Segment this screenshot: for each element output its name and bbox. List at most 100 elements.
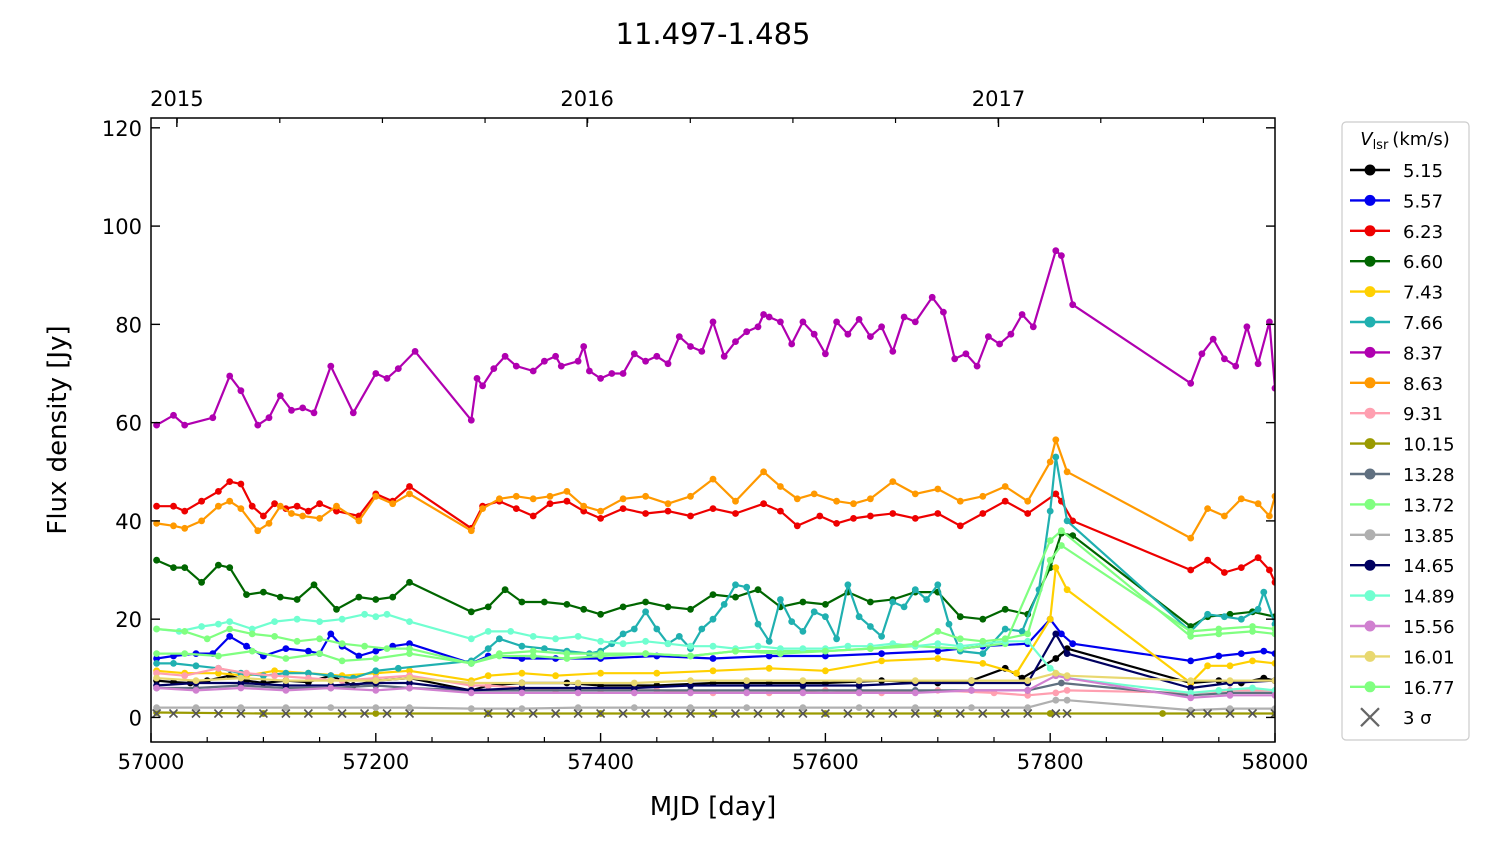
data-point bbox=[1018, 311, 1026, 318]
data-point bbox=[153, 556, 161, 564]
data-point bbox=[720, 352, 728, 360]
data-point bbox=[951, 355, 959, 363]
data-point bbox=[1063, 672, 1071, 680]
data-point bbox=[293, 615, 301, 623]
data-point bbox=[810, 330, 818, 338]
data-point bbox=[484, 603, 492, 611]
data-point bbox=[316, 635, 323, 643]
legend-swatch-marker bbox=[1364, 438, 1376, 450]
data-point bbox=[630, 350, 638, 358]
data-point bbox=[956, 635, 964, 643]
data-point bbox=[793, 495, 801, 503]
data-point bbox=[1046, 537, 1054, 544]
sigma-marker bbox=[1023, 708, 1033, 719]
legend-title-unit: (km/s) bbox=[1392, 129, 1449, 150]
data-point bbox=[153, 684, 161, 692]
data-point bbox=[563, 497, 571, 505]
data-point bbox=[586, 367, 593, 375]
legend-item-16.01: 16.01 bbox=[1350, 647, 1455, 668]
data-point bbox=[889, 348, 897, 355]
data-point bbox=[642, 492, 649, 500]
data-point bbox=[406, 645, 413, 652]
data-point bbox=[1046, 556, 1054, 564]
data-point bbox=[327, 684, 335, 692]
legend-swatch-marker bbox=[1364, 194, 1376, 206]
data-point bbox=[316, 618, 323, 625]
series-line-6.60 bbox=[156, 532, 1275, 628]
data-point bbox=[687, 677, 694, 684]
data-point bbox=[760, 468, 767, 476]
legend-swatch-marker bbox=[1364, 681, 1376, 693]
data-point bbox=[282, 669, 290, 677]
data-point bbox=[394, 664, 402, 672]
data-point bbox=[1271, 677, 1275, 684]
data-point bbox=[956, 497, 964, 505]
data-point bbox=[271, 500, 278, 508]
data-point bbox=[1058, 527, 1065, 535]
data-point bbox=[754, 586, 762, 594]
data-point bbox=[1046, 664, 1054, 672]
data-point bbox=[406, 483, 413, 490]
data-point bbox=[153, 669, 161, 677]
data-point bbox=[1209, 335, 1217, 343]
data-point bbox=[372, 647, 380, 655]
data-point bbox=[979, 660, 987, 667]
series-13.85 bbox=[153, 696, 1275, 714]
data-point bbox=[541, 645, 548, 652]
data-point bbox=[1001, 605, 1009, 613]
top-tick-label: 2017 bbox=[972, 87, 1025, 111]
data-point bbox=[1260, 588, 1268, 596]
data-point bbox=[355, 517, 363, 525]
data-point bbox=[1226, 691, 1234, 699]
data-point bbox=[406, 618, 413, 625]
data-point bbox=[215, 664, 222, 672]
data-point bbox=[743, 689, 751, 697]
data-point bbox=[630, 684, 638, 692]
data-point bbox=[226, 372, 234, 380]
data-point bbox=[153, 625, 161, 633]
data-point bbox=[512, 492, 520, 500]
data-point bbox=[198, 497, 206, 505]
data-point bbox=[777, 483, 784, 490]
data-point bbox=[810, 490, 818, 498]
data-point bbox=[940, 308, 947, 316]
data-point bbox=[911, 586, 919, 594]
data-point bbox=[1204, 505, 1211, 512]
data-point bbox=[597, 375, 604, 382]
data-point bbox=[1024, 687, 1032, 694]
data-point bbox=[1058, 542, 1065, 549]
data-point bbox=[687, 605, 694, 613]
data-point bbox=[934, 628, 942, 635]
data-point bbox=[619, 603, 627, 611]
data-point bbox=[799, 689, 807, 697]
data-point bbox=[765, 664, 773, 672]
data-point bbox=[479, 505, 486, 512]
y-tick-label: 100 bbox=[102, 215, 142, 239]
data-point bbox=[709, 475, 717, 483]
series-line-13.28 bbox=[156, 681, 1275, 697]
data-point bbox=[467, 679, 475, 687]
data-point bbox=[271, 618, 278, 625]
legend-label: 5.15 bbox=[1403, 161, 1443, 182]
legend-item-14.65: 14.65 bbox=[1350, 556, 1455, 577]
data-point bbox=[642, 650, 649, 657]
series-8.63 bbox=[153, 436, 1275, 542]
data-point bbox=[934, 485, 942, 493]
data-point bbox=[732, 593, 739, 601]
data-point bbox=[518, 598, 526, 606]
data-point bbox=[215, 669, 222, 677]
sigma-marker bbox=[955, 708, 965, 719]
data-point bbox=[1052, 490, 1060, 498]
data-point bbox=[799, 598, 807, 606]
data-point bbox=[979, 615, 987, 623]
sigma-marker bbox=[236, 708, 246, 719]
series-line-14.89 bbox=[156, 613, 1275, 694]
data-point bbox=[473, 375, 481, 382]
data-point bbox=[985, 333, 992, 340]
data-point bbox=[698, 348, 706, 355]
data-point bbox=[1215, 687, 1223, 694]
data-point bbox=[1187, 534, 1195, 542]
data-point bbox=[372, 613, 380, 621]
sigma-marker bbox=[708, 708, 718, 719]
data-point bbox=[226, 564, 234, 571]
